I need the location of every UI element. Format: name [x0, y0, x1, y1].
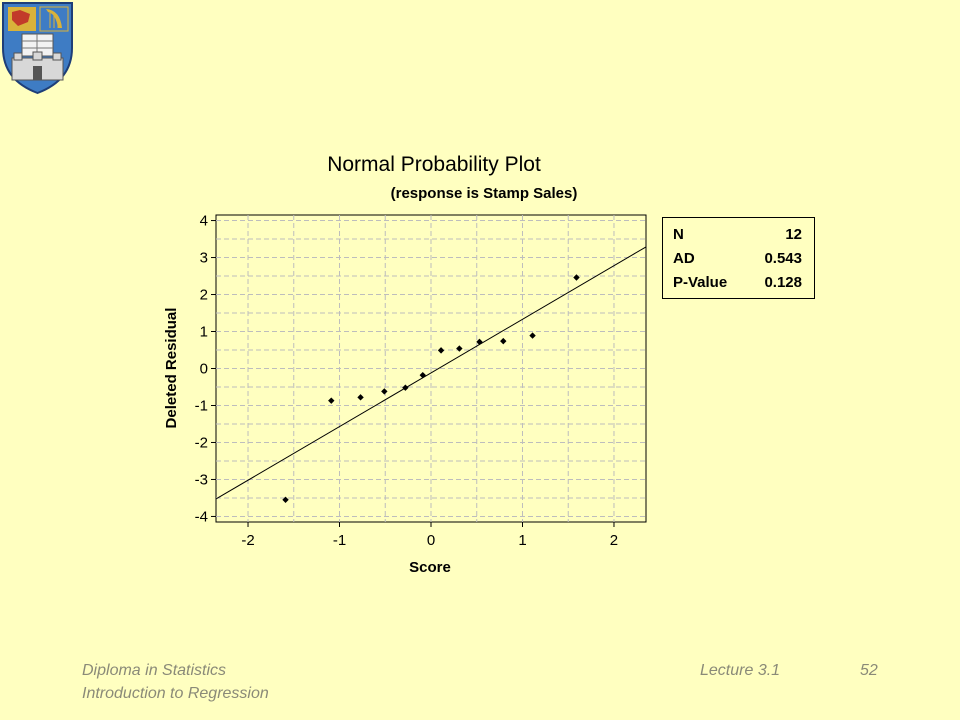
stats-label-ad: AD: [673, 250, 695, 267]
stats-label-pvalue: P-Value: [673, 274, 728, 291]
y-tick-label: -2: [195, 434, 208, 451]
footer-page-number: 52: [860, 662, 878, 679]
data-points: [282, 274, 580, 504]
data-point: [456, 345, 463, 352]
y-tick-label: 2: [200, 287, 208, 304]
footer-course-title: Diploma in Statistics: [82, 662, 227, 679]
stats-value-n: 12: [785, 226, 802, 243]
x-tick-label: 0: [427, 532, 435, 549]
stats-label-n: N: [673, 226, 684, 243]
y-tick-label: -3: [195, 471, 208, 488]
chart-subtitle: (response is Stamp Sales): [391, 185, 578, 202]
college-crest-logo: [1, 2, 73, 95]
data-point: [573, 274, 580, 281]
footer-course-subtitle: Introduction to Regression: [82, 685, 269, 702]
y-tick-label: -4: [195, 508, 208, 525]
chart-title: Normal Probability Plot: [327, 153, 541, 176]
data-point: [357, 394, 364, 401]
x-axis-label: Score: [409, 559, 451, 576]
y-tick-label: 1: [200, 324, 208, 341]
y-tick-label: 0: [200, 361, 208, 378]
data-point: [328, 397, 335, 404]
data-point: [476, 338, 483, 346]
stats-row-ad: AD 0.543: [673, 250, 802, 267]
data-point: [419, 371, 426, 379]
data-point: [282, 496, 289, 504]
data-point: [529, 332, 536, 339]
x-tick-label: 1: [518, 532, 526, 549]
data-point: [402, 384, 409, 391]
axis-ticks: -2 -1 0 1 2 -4 -3 -2 -1 0 1 2 3 4: [195, 213, 618, 549]
data-point: [381, 388, 388, 395]
x-tick-label: 2: [610, 532, 618, 549]
data-point: [437, 347, 445, 354]
y-tick-label: 3: [200, 250, 208, 267]
y-tick-label: 4: [200, 213, 208, 230]
stats-value-pvalue: 0.128: [764, 274, 802, 291]
stats-legend-box: N 12 AD 0.543 P-Value 0.128: [662, 217, 815, 299]
fit-line-group: [215, 246, 647, 500]
fit-line: [215, 246, 647, 500]
stats-value-ad: 0.543: [764, 250, 802, 267]
stats-row-pvalue: P-Value 0.128: [673, 274, 802, 291]
data-point: [500, 337, 507, 345]
y-tick-label: -1: [195, 397, 208, 414]
x-tick-label: -2: [241, 532, 254, 549]
stats-row-n: N 12: [673, 226, 802, 243]
footer-lecture: Lecture 3.1: [700, 662, 781, 679]
y-axis-label: Deleted Residual: [163, 308, 180, 429]
x-tick-label: -1: [333, 532, 346, 549]
